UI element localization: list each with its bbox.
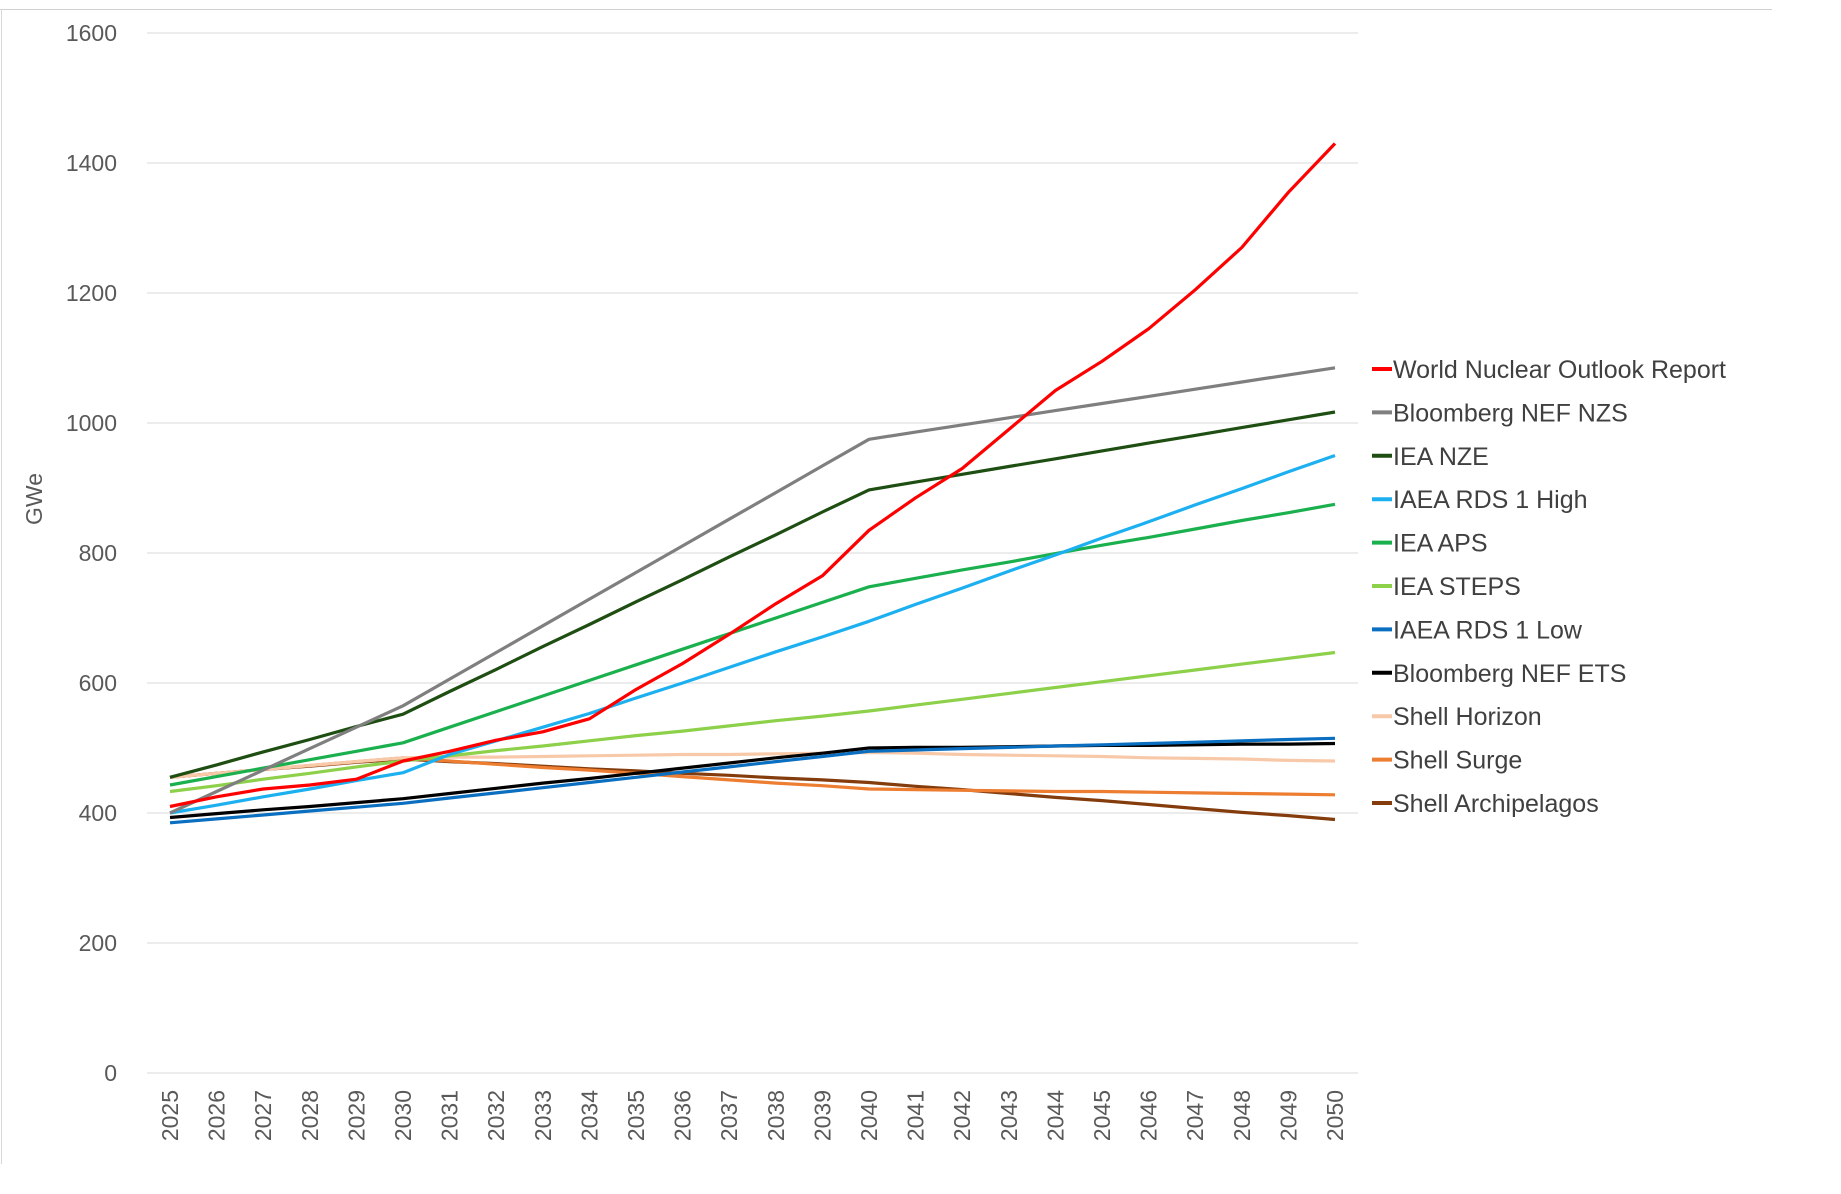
- legend-label: IAEA RDS 1 Low: [1393, 616, 1583, 644]
- x-tick-label: 2034: [576, 1090, 602, 1141]
- legend-item: IEA NZE: [1372, 443, 1489, 471]
- y-tick-label: 1600: [66, 20, 117, 46]
- x-tick-label: 2033: [530, 1090, 556, 1141]
- legend-label: Shell Horizon: [1393, 703, 1542, 731]
- legend-item: World Nuclear Outlook Report: [1372, 356, 1726, 384]
- legend-label: World Nuclear Outlook Report: [1393, 356, 1726, 384]
- series-line-4: [169, 502, 1336, 787]
- legend-item: Bloomberg NEF NZS: [1372, 399, 1628, 427]
- x-tick-label: 2048: [1229, 1090, 1255, 1141]
- legend-item: Shell Surge: [1372, 747, 1522, 775]
- y-tick-label: 400: [79, 800, 117, 826]
- x-tick-label: 2044: [1042, 1090, 1068, 1141]
- y-tick-label: 1400: [66, 150, 117, 176]
- y-tick-label: 200: [79, 930, 117, 956]
- y-axis-ticks: 0 200 400 600 800 1000 1200 1400 1600: [66, 20, 117, 1086]
- x-tick-label: 2037: [716, 1090, 742, 1141]
- legend-item: IEA APS: [1372, 530, 1488, 558]
- legend-label: Shell Surge: [1393, 747, 1522, 775]
- x-tick-label: 2038: [763, 1090, 789, 1141]
- legend-item: IEA STEPS: [1372, 573, 1521, 601]
- x-tick-label: 2032: [483, 1090, 509, 1141]
- y-tick-label: 1000: [66, 410, 117, 436]
- x-tick-label: 2030: [390, 1090, 416, 1141]
- legend-item: Shell Horizon: [1372, 703, 1542, 731]
- x-tick-label: 2031: [437, 1090, 463, 1141]
- x-tick-label: 2025: [157, 1090, 183, 1141]
- legend-label: IEA STEPS: [1393, 573, 1521, 601]
- legend-label: Shell Archipelagos: [1393, 790, 1599, 818]
- x-tick-label: 2050: [1322, 1090, 1348, 1141]
- y-tick-label: 1200: [66, 280, 117, 306]
- x-tick-label: 2029: [343, 1090, 369, 1141]
- x-tick-label: 2040: [856, 1090, 882, 1141]
- legend-item: Bloomberg NEF ETS: [1372, 660, 1626, 688]
- legend-label: Bloomberg NEF NZS: [1393, 399, 1628, 427]
- x-tick-label: 2049: [1275, 1090, 1301, 1141]
- x-tick-label: 2039: [809, 1090, 835, 1141]
- legend-item: IAEA RDS 1 High: [1372, 486, 1588, 514]
- x-tick-label: 2045: [1089, 1090, 1115, 1141]
- series-line-7: [169, 741, 1336, 820]
- legend-label: IEA APS: [1393, 530, 1488, 558]
- legend-label: IEA NZE: [1393, 443, 1489, 471]
- series-lines: [169, 142, 1337, 825]
- x-tick-label: 2036: [670, 1090, 696, 1141]
- y-tick-label: 0: [104, 1060, 117, 1086]
- series-line-5: [169, 650, 1336, 794]
- series-line-3: [169, 453, 1336, 815]
- x-tick-label: 2042: [949, 1090, 975, 1141]
- x-tick-label: 2043: [996, 1090, 1022, 1141]
- frame-top-border: [0, 9, 1772, 10]
- gridlines: [147, 32, 1358, 1074]
- y-axis-label: GWe: [21, 473, 47, 525]
- legend-item: IAEA RDS 1 Low: [1372, 616, 1583, 644]
- x-tick-label: 2047: [1182, 1090, 1208, 1141]
- x-tick-label: 2027: [250, 1090, 276, 1141]
- x-axis-ticks: 2025 2026 2027 2028 2029 2030 2031 2032 2033 2034…: [157, 1090, 1348, 1141]
- x-tick-label: 2041: [903, 1090, 929, 1141]
- legend-item: Shell Archipelagos: [1372, 790, 1599, 818]
- y-tick-label: 600: [79, 670, 117, 696]
- legend: World Nuclear Outlook Report Bloomberg NE…: [1372, 356, 1726, 818]
- y-tick-label: 800: [79, 540, 117, 566]
- frame-left-border: [1, 9, 2, 1164]
- x-tick-label: 2035: [623, 1090, 649, 1141]
- legend-label: Bloomberg NEF ETS: [1393, 660, 1626, 688]
- series-line-0: [169, 142, 1337, 809]
- x-tick-label: 2046: [1136, 1090, 1162, 1141]
- series-line-6: [169, 736, 1336, 825]
- x-tick-label: 2028: [297, 1090, 323, 1141]
- legend-label: IAEA RDS 1 High: [1393, 486, 1588, 514]
- series-line-1: [169, 366, 1336, 815]
- x-tick-label: 2026: [204, 1090, 230, 1141]
- series-line-8: [169, 750, 1336, 779]
